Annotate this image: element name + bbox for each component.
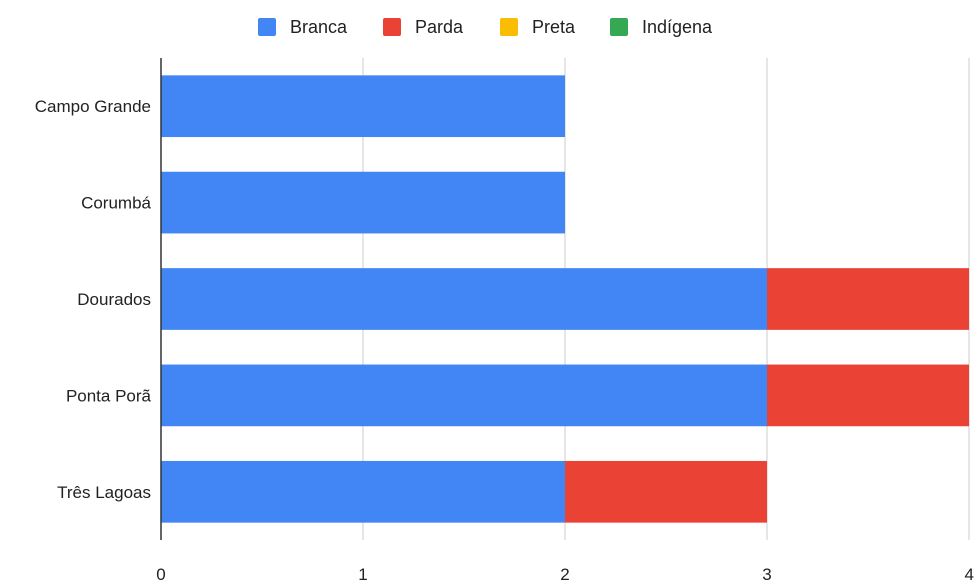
bar-parda-4 [565, 460, 767, 523]
legend-swatch-parda [383, 18, 401, 36]
category-label: Corumbá [81, 194, 151, 213]
legend-swatch-preta [500, 18, 518, 36]
x-tick-label: 1 [358, 565, 367, 581]
legend-label: Indígena [642, 17, 713, 37]
legend-swatch-indígena [610, 18, 628, 36]
bar-branca-4 [161, 460, 565, 523]
bars [161, 75, 969, 523]
legend: Branca Parda Preta Indígena [258, 17, 713, 37]
x-tick-label: 0 [156, 565, 165, 581]
bar-parda-3 [767, 364, 969, 427]
x-tick-label: 2 [560, 565, 569, 581]
bar-branca-3 [161, 364, 767, 427]
bar-branca-2 [161, 268, 767, 330]
bar-branca-1 [161, 171, 565, 234]
bar-parda-2 [767, 268, 969, 330]
category-label: Três Lagoas [57, 483, 151, 502]
legend-label: Parda [415, 17, 464, 37]
axis: 0 1 2 3 4 Campo Grande Corumbá Dourados Ponta Po… [35, 58, 974, 581]
x-tick-label: 3 [762, 565, 771, 581]
category-label: Dourados [77, 290, 151, 309]
bar-branca-0 [161, 75, 565, 138]
legend-swatch-branca [258, 18, 276, 36]
category-label: Campo Grande [35, 97, 151, 116]
category-label: Ponta Porã [66, 386, 152, 405]
legend-label: Preta [532, 17, 576, 37]
legend-label: Branca [290, 17, 348, 37]
x-tick-label: 4 [965, 565, 974, 581]
